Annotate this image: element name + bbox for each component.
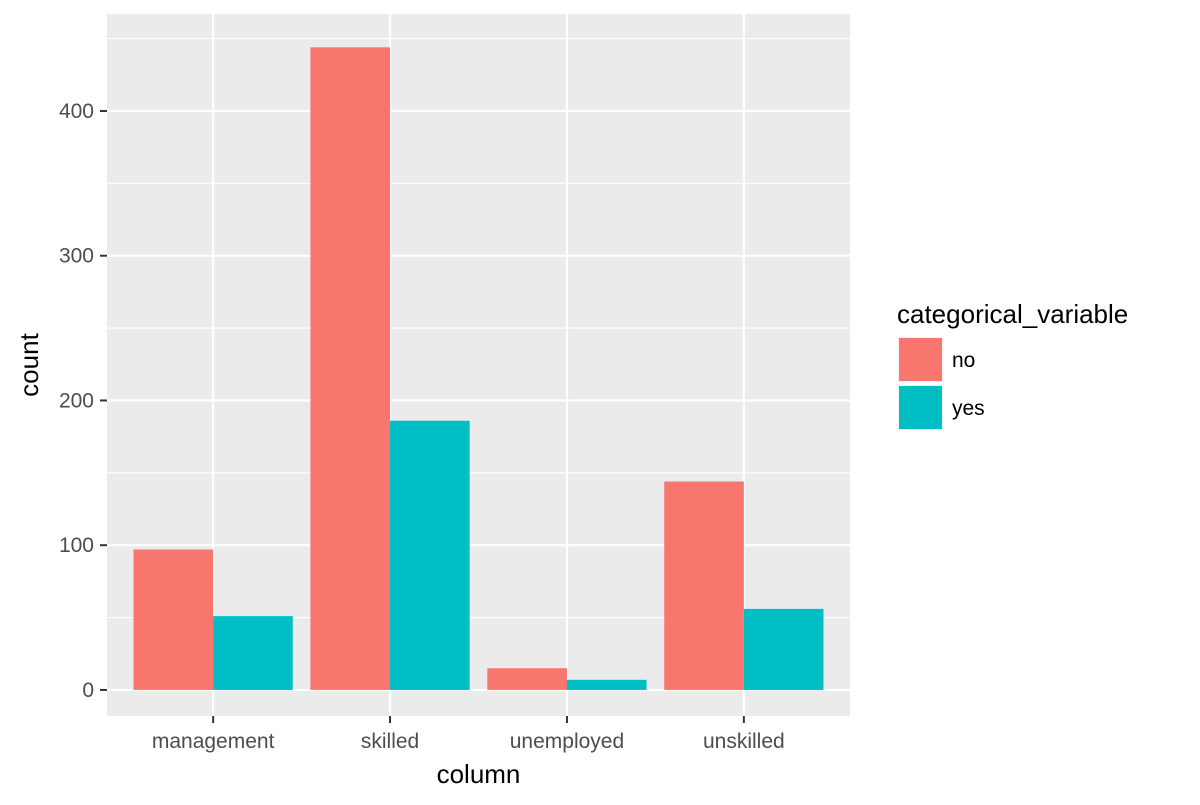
legend-swatch-no (899, 338, 942, 381)
legend-swatch-yes (899, 386, 942, 429)
bar-management-no (133, 549, 214, 690)
y-tick-label: 200 (59, 389, 94, 412)
x-tick-label-unemployed: unemployed (510, 730, 624, 753)
legend: categorical_variable no yes (897, 299, 1128, 430)
bar-unskilled-no (664, 481, 744, 690)
x-tick-label-skilled: skilled (361, 730, 419, 753)
bar-unemployed-no (487, 668, 567, 690)
y-tick-label: 0 (82, 679, 94, 702)
legend-label-yes: yes (952, 397, 985, 420)
bar-unskilled-yes (743, 608, 824, 690)
bars (133, 47, 824, 690)
x-axis: management skilled unemployed unskilled (152, 716, 785, 753)
legend-entries: no yes (898, 337, 985, 430)
bar-management-yes (213, 616, 293, 690)
bar-skilled-no (310, 47, 391, 690)
y-tick-label: 300 (59, 245, 94, 268)
x-tick-label-management: management (152, 730, 275, 753)
bar-unemployed-yes (566, 679, 647, 690)
y-axis-title: count (14, 332, 44, 396)
legend-title: categorical_variable (897, 299, 1128, 329)
y-tick-label: 400 (59, 100, 94, 123)
bar-skilled-yes (390, 420, 470, 690)
y-axis: 0 100 200 300 400 (59, 100, 107, 702)
y-tick-label: 100 (59, 534, 94, 557)
legend-label-no: no (952, 349, 975, 372)
x-axis-title: column (437, 759, 521, 789)
x-tick-label-unskilled: unskilled (703, 730, 785, 753)
